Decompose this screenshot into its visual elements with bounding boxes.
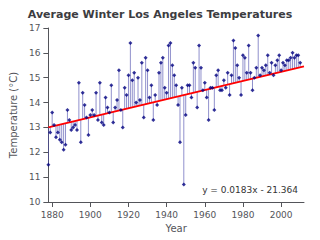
svg-text:1880: 1880 [41, 210, 64, 220]
svg-text:Average Winter Los Angeles Tem: Average Winter Los Angeles Temperatures [28, 8, 293, 21]
svg-text:13: 13 [29, 122, 40, 132]
svg-text:1960: 1960 [193, 210, 216, 220]
svg-text:17: 17 [29, 23, 40, 33]
svg-text:1920: 1920 [117, 210, 140, 220]
svg-text:Temperature (°C): Temperature (°C) [8, 72, 19, 159]
svg-text:y = 0.0183x - 21.364: y = 0.0183x - 21.364 [202, 185, 298, 195]
svg-text:1900: 1900 [79, 210, 102, 220]
svg-text:Year: Year [165, 223, 188, 234]
svg-text:16: 16 [29, 48, 41, 58]
svg-text:15: 15 [29, 73, 40, 83]
svg-text:2000: 2000 [270, 210, 293, 220]
svg-text:11: 11 [29, 172, 40, 182]
svg-text:10: 10 [29, 197, 41, 207]
svg-text:14: 14 [29, 98, 41, 108]
svg-text:12: 12 [29, 147, 40, 157]
svg-text:1980: 1980 [231, 210, 254, 220]
svg-text:1940: 1940 [155, 210, 178, 220]
